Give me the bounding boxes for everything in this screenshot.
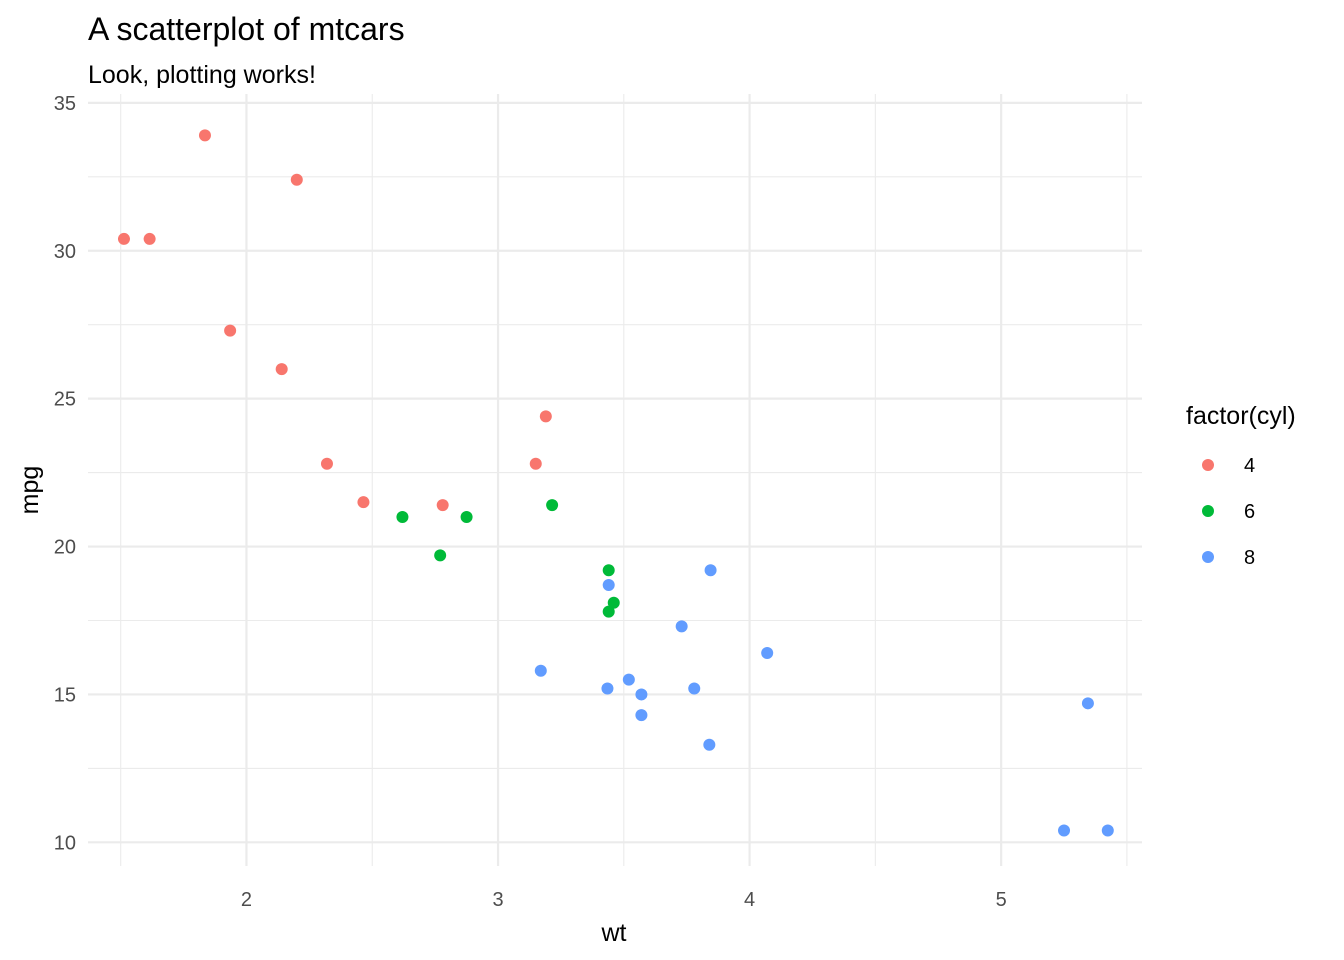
data-point-cyl-8 (534, 664, 547, 677)
data-point-cyl-6 (396, 510, 409, 523)
data-point-cyl-4 (290, 173, 303, 186)
data-point-cyl-4 (198, 129, 211, 142)
data-point-cyl-6 (602, 564, 615, 577)
data-point-cyl-4 (117, 232, 130, 245)
data-point-cyl-4 (224, 324, 237, 337)
data-point-cyl-8 (1101, 824, 1114, 837)
y-tick-label: 35 (54, 93, 76, 115)
legend-label-8: 8 (1244, 547, 1255, 569)
data-point-cyl-8 (761, 647, 774, 660)
chart-title: A scatterplot of mtcars (88, 11, 405, 47)
legend-title: factor(cyl) (1186, 402, 1296, 430)
x-tick-label: 2 (241, 889, 252, 911)
data-point-cyl-8 (622, 673, 635, 686)
data-point-cyl-8 (703, 738, 716, 751)
data-point-cyl-8 (688, 682, 701, 695)
data-point-cyl-6 (602, 605, 615, 618)
y-tick-label: 15 (54, 684, 76, 706)
data-point-cyl-4 (357, 496, 370, 509)
data-point-cyl-4 (275, 363, 288, 376)
data-point-cyl-8 (675, 620, 688, 633)
y-tick-label: 30 (54, 241, 76, 263)
data-point-cyl-4 (143, 232, 156, 245)
data-point-cyl-8 (635, 709, 648, 722)
chart-subtitle: Look, plotting works! (88, 61, 316, 89)
data-point-cyl-8 (635, 688, 648, 701)
x-axis-ticks: 2 3 4 5 (241, 889, 1007, 911)
legend-key-8 (1202, 551, 1214, 563)
data-point-cyl-6 (460, 510, 473, 523)
legend-key-6 (1202, 505, 1214, 517)
legend: factor(cyl) 4 6 8 (1186, 402, 1296, 569)
plot-grid (88, 94, 1142, 866)
data-point-cyl-8 (602, 579, 615, 592)
y-tick-label: 10 (54, 832, 76, 854)
data-point-cyl-8 (1058, 824, 1071, 837)
legend-key-4 (1202, 459, 1214, 471)
data-point-cyl-4 (529, 457, 542, 470)
data-point-cyl-4 (436, 499, 449, 512)
x-tick-label: 4 (744, 889, 755, 911)
data-point-cyl-6 (546, 499, 559, 512)
data-point-cyl-8 (704, 564, 717, 577)
legend-items: 4 6 8 (1202, 455, 1255, 569)
y-axis-label: mpg (16, 466, 44, 515)
data-points (117, 129, 1114, 837)
data-point-cyl-8 (601, 682, 614, 695)
data-point-cyl-4 (320, 457, 333, 470)
y-axis-ticks: 10 15 20 25 30 35 (54, 93, 76, 854)
legend-label-4: 4 (1244, 455, 1255, 477)
data-point-cyl-8 (1081, 697, 1094, 710)
data-point-cyl-4 (539, 410, 552, 423)
legend-label-6: 6 (1244, 501, 1255, 523)
y-tick-label: 25 (54, 389, 76, 411)
x-tick-label: 3 (492, 889, 503, 911)
y-tick-label: 20 (54, 537, 76, 559)
x-tick-label: 5 (996, 889, 1007, 911)
data-point-cyl-6 (434, 549, 447, 562)
data-point-cyl-6 (607, 596, 620, 609)
x-axis-label: wt (601, 919, 627, 947)
